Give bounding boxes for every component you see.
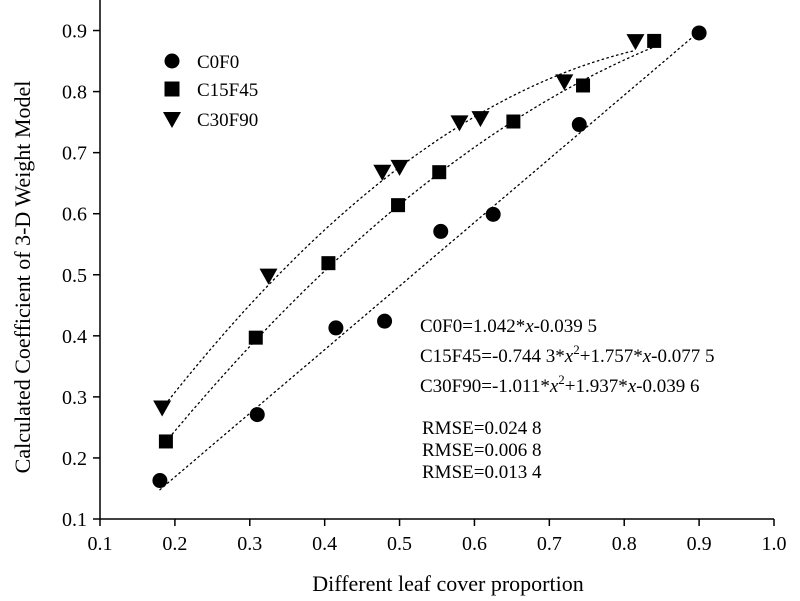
- rmse-c15f45: RMSE=0.006 8: [422, 440, 541, 461]
- fit-curve-c0f0: [159, 30, 700, 491]
- legend: C0F0 C15F45 C30F90: [163, 52, 258, 131]
- x-tick-label: 0.2: [162, 533, 187, 555]
- legend-label-c0f0: C0F0: [197, 52, 239, 73]
- y-tick-label: 0.2: [62, 448, 87, 470]
- point-c15f45: [391, 198, 406, 213]
- x-tick-label: 0.6: [462, 533, 487, 555]
- fit-curve-c15f45: [165, 46, 655, 443]
- legend-label-c30f90: C30F90: [197, 110, 258, 131]
- y-tick-label: 0.7: [62, 143, 87, 165]
- y-tick-label: 0.6: [62, 204, 87, 226]
- x-tick-label: 0.8: [612, 533, 637, 555]
- point-c30f90: [626, 34, 645, 51]
- point-c0f0: [152, 473, 168, 489]
- annotations: C0F0=1.042*x-0.039 5 C15F45=-0.744 3*x2+…: [420, 316, 714, 483]
- x-tick-label: 0.5: [387, 533, 412, 555]
- point-c0f0: [377, 313, 393, 329]
- y-tick-label: 0.9: [62, 21, 87, 43]
- x-tick-label: 0.1: [88, 533, 113, 555]
- point-c0f0: [328, 320, 344, 336]
- equation-c15f45: C15F45=-0.744 3*x2+1.757*x-0.077 5: [420, 342, 714, 367]
- point-c30f90: [450, 115, 469, 132]
- point-c0f0: [571, 117, 587, 133]
- point-c15f45: [506, 114, 521, 129]
- rmse-c30f90: RMSE=0.013 4: [422, 462, 542, 483]
- point-c15f45: [576, 78, 591, 93]
- point-c0f0: [433, 223, 449, 239]
- point-c30f90: [555, 74, 574, 91]
- point-c15f45: [321, 256, 336, 271]
- equation-c0f0: C0F0=1.042*x-0.039 5: [420, 316, 597, 337]
- legend-marker-c0f0: [164, 53, 180, 69]
- point-c30f90: [390, 159, 409, 176]
- point-c30f90: [153, 400, 172, 417]
- x-tick-label: 0.3: [237, 533, 262, 555]
- x-tick-label: 0.9: [687, 533, 712, 555]
- x-tick-label: 1.0: [762, 533, 787, 555]
- rmse-c0f0: RMSE=0.024 8: [422, 418, 541, 439]
- point-c0f0: [249, 407, 265, 423]
- legend-marker-c30f90: [163, 112, 181, 128]
- y-tick-label: 0.4: [62, 326, 87, 348]
- point-c15f45: [432, 165, 447, 180]
- point-c30f90: [259, 268, 278, 285]
- x-tick-label: 0.4: [312, 533, 337, 555]
- point-c0f0: [485, 206, 501, 222]
- point-c30f90: [373, 164, 392, 181]
- axes: 0.1 0.2 0.3 0.4 0.5 0.6 0.7 0.8 0.9 1.0 0.1 0.2 0.3 0…: [62, 0, 787, 555]
- data-points: [152, 25, 707, 489]
- x-tick-label: 0.7: [537, 533, 562, 555]
- point-c15f45: [248, 330, 263, 345]
- y-tick-label: 0.3: [62, 387, 87, 409]
- y-tick-label: 0.8: [62, 82, 87, 104]
- point-c15f45: [158, 434, 173, 449]
- point-c15f45: [647, 33, 662, 48]
- equation-c30f90: C30F90=-1.011*x2+1.937*x-0.039 6: [420, 372, 700, 397]
- point-c30f90: [471, 111, 490, 128]
- y-tick-label: 0.5: [62, 265, 87, 287]
- legend-marker-c15f45: [164, 81, 180, 97]
- point-c0f0: [691, 25, 707, 41]
- y-axis-title: Calculated Coefficient of 3-D Weight Mod…: [10, 81, 35, 474]
- x-axis-title: Different leaf cover proportion: [312, 571, 583, 596]
- legend-label-c15f45: C15F45: [197, 80, 258, 101]
- y-tick-label: 0.1: [62, 509, 87, 531]
